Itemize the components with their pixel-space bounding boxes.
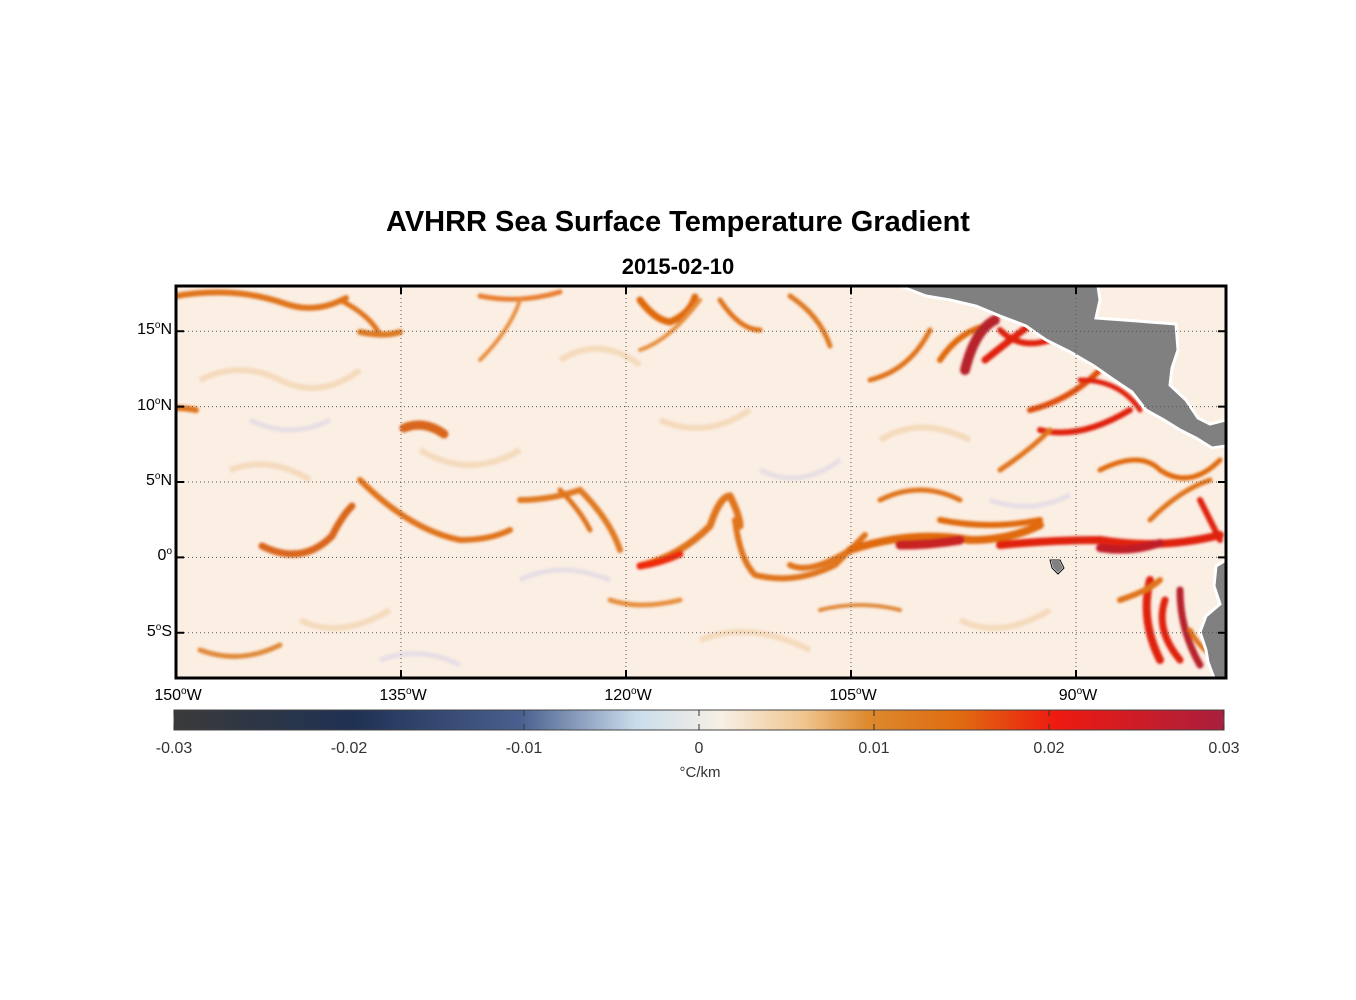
colorbar-tick-label: -0.02	[330, 740, 368, 757]
map-ticks	[175, 286, 1226, 678]
colorbar-unit: °C/km	[679, 764, 721, 781]
colorbar-tick-label: -0.03	[155, 740, 193, 757]
latitude-label: 5oS	[146, 621, 172, 640]
colorbar-tick-label: 0	[694, 740, 704, 757]
longitude-label: 90oW	[1058, 686, 1098, 704]
colorbar-tick-label: -0.01	[505, 740, 543, 757]
longitude-label: 120oW	[604, 686, 652, 704]
colorbar-tick-label: 0.03	[1208, 740, 1240, 757]
galapagos-island-outline	[1049, 559, 1065, 575]
latitude-label: 0o	[157, 546, 172, 565]
negative-gradient-texture	[248, 417, 1072, 668]
central-america-land	[899, 286, 1226, 450]
colorbar-tick-label: 0.02	[1033, 740, 1065, 757]
map-title: AVHRR Sea Surface Temperature Gradient	[386, 206, 970, 238]
colorbar-tick-label: 0.01	[858, 740, 890, 757]
latitude-label: 5oN	[145, 471, 172, 489]
south-america-land	[1198, 558, 1226, 678]
latitude-label: 15oN	[137, 320, 172, 339]
colorbar-ticks	[173, 710, 1225, 730]
longitude-label: 105oW	[829, 686, 877, 704]
map-subtitle: 2015-02-10	[621, 254, 735, 279]
longitude-label: 150oW	[154, 686, 202, 704]
longitude-label: 135oW	[379, 686, 427, 704]
latitude-label: 10oN	[137, 395, 172, 414]
